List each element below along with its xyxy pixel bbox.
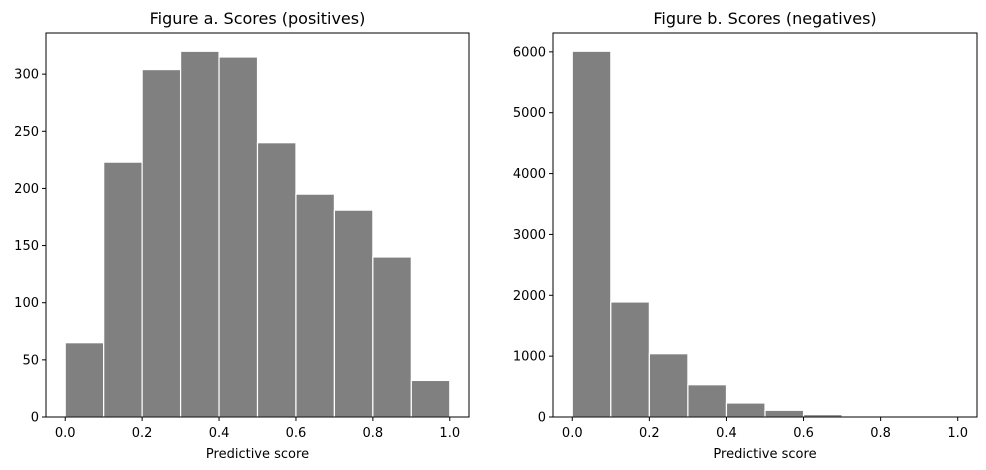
x-tick-label: 0.6	[793, 426, 814, 441]
plot-frame	[552, 32, 978, 418]
histogram-bar	[218, 56, 259, 418]
y-tick-label: 150	[14, 239, 39, 254]
y-tick-label: 4000	[513, 167, 546, 182]
x-tick-label: 1.0	[439, 426, 460, 441]
histogram-bar	[372, 256, 412, 418]
y-tick-label: 2000	[513, 289, 546, 304]
x-tick-label: 0.8	[870, 426, 891, 441]
histogram-bar	[141, 68, 182, 418]
y-tick-label: 300	[14, 68, 39, 83]
chart-title: Figure b. Scores (negatives)	[653, 9, 876, 28]
histogram-bar	[687, 384, 728, 418]
y-tick-label: 250	[14, 125, 39, 140]
histogram-bar	[179, 50, 220, 418]
histogram-bar	[295, 193, 336, 418]
y-tick-label: 1000	[513, 350, 546, 365]
y-tick-label: 0	[31, 411, 39, 426]
plot-frame	[45, 32, 470, 418]
histogram-bar	[764, 409, 805, 418]
x-tick-label: 0.2	[132, 426, 153, 441]
x-tick-label: 0.0	[55, 426, 76, 441]
x-tick-label: 0.4	[209, 426, 230, 441]
x-axis-label: Predictive score	[206, 447, 309, 462]
x-tick-label: 0.6	[286, 426, 307, 441]
histogram-bar	[103, 161, 143, 418]
x-tick-label: 0.4	[716, 426, 737, 441]
histogram-bar	[64, 342, 105, 418]
histogram-bar	[571, 50, 612, 418]
histogram-bar	[410, 379, 451, 418]
histogram-bar	[725, 402, 766, 418]
y-tick-label: 50	[22, 353, 39, 368]
x-tick-label: 0.0	[562, 426, 583, 441]
histogram-bar	[256, 142, 297, 418]
chart-panel-b: 0.0 0.2 0.4 0.6 0.8 1.0 0 1000 2000 3000 4000 5000 6…	[513, 9, 978, 462]
y-tick-label: 5000	[513, 106, 546, 121]
y-tick-label: 0	[538, 411, 546, 426]
histogram-bar	[333, 209, 374, 418]
x-tick-label: 0.2	[639, 426, 660, 441]
y-tick-label: 200	[14, 182, 39, 197]
y-tick-label: 6000	[513, 45, 546, 60]
x-tick-label: 1.0	[947, 426, 968, 441]
y-tick-label: 100	[14, 296, 39, 311]
chart-title: Figure a. Scores (positives)	[150, 9, 366, 28]
chart-panel-a: 0.0 0.2 0.4 0.6 0.8 1.0 0 50 100 150 200 250 300 Figu…	[14, 9, 470, 462]
x-axis-label: Predictive score	[713, 447, 816, 462]
histogram-bar	[610, 301, 650, 418]
histogram-bar	[648, 353, 689, 418]
x-tick-label: 0.8	[363, 426, 384, 441]
y-tick-label: 3000	[513, 228, 546, 243]
